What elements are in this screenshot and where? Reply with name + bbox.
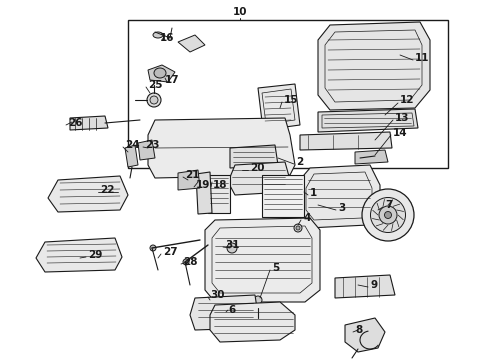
- Ellipse shape: [153, 32, 163, 38]
- Text: 2: 2: [296, 157, 303, 167]
- Text: 17: 17: [165, 75, 180, 85]
- Text: 14: 14: [393, 128, 408, 138]
- Text: 5: 5: [272, 263, 279, 273]
- Text: 21: 21: [185, 170, 199, 180]
- Polygon shape: [300, 132, 392, 150]
- Polygon shape: [228, 162, 290, 195]
- Text: 27: 27: [163, 247, 178, 257]
- Text: 6: 6: [228, 305, 235, 315]
- Ellipse shape: [183, 259, 189, 265]
- Ellipse shape: [370, 198, 406, 233]
- Text: 23: 23: [145, 140, 160, 150]
- Polygon shape: [355, 150, 388, 164]
- Text: 22: 22: [100, 185, 115, 195]
- Text: 13: 13: [395, 113, 410, 123]
- Ellipse shape: [154, 68, 166, 78]
- Ellipse shape: [296, 226, 300, 230]
- Text: 28: 28: [183, 257, 197, 267]
- Polygon shape: [318, 22, 430, 110]
- Polygon shape: [205, 218, 320, 302]
- Polygon shape: [210, 302, 295, 342]
- Polygon shape: [178, 170, 200, 190]
- Text: 31: 31: [225, 240, 240, 250]
- Ellipse shape: [147, 93, 161, 107]
- Polygon shape: [318, 109, 418, 132]
- Text: 16: 16: [160, 33, 174, 43]
- Bar: [128, 20, 448, 168]
- Text: 15: 15: [284, 95, 298, 105]
- Ellipse shape: [150, 96, 158, 104]
- Polygon shape: [125, 145, 138, 167]
- Text: 30: 30: [210, 290, 224, 300]
- Text: 11: 11: [415, 53, 430, 63]
- Ellipse shape: [379, 206, 397, 224]
- Text: 20: 20: [250, 163, 265, 173]
- Text: 9: 9: [370, 280, 377, 290]
- Ellipse shape: [150, 245, 156, 251]
- Ellipse shape: [254, 296, 262, 304]
- Polygon shape: [178, 35, 205, 52]
- Polygon shape: [138, 140, 155, 160]
- Polygon shape: [298, 165, 380, 228]
- Ellipse shape: [385, 211, 392, 219]
- Text: 25: 25: [148, 80, 163, 90]
- Text: 29: 29: [88, 250, 102, 260]
- Text: 24: 24: [125, 140, 140, 150]
- Text: 7: 7: [385, 200, 392, 210]
- Ellipse shape: [227, 243, 237, 253]
- Text: 1: 1: [310, 188, 317, 198]
- Ellipse shape: [362, 189, 414, 241]
- Text: 18: 18: [213, 180, 227, 190]
- Polygon shape: [258, 84, 300, 130]
- Polygon shape: [230, 145, 278, 168]
- Text: 10: 10: [233, 7, 247, 17]
- Polygon shape: [48, 176, 128, 212]
- Bar: [262, 175, 304, 217]
- Polygon shape: [345, 318, 385, 352]
- Text: 12: 12: [400, 95, 415, 105]
- Polygon shape: [190, 295, 258, 330]
- Text: 4: 4: [303, 213, 310, 223]
- Text: 26: 26: [68, 118, 82, 128]
- Polygon shape: [196, 172, 212, 214]
- Polygon shape: [70, 116, 108, 130]
- Bar: [208, 175, 230, 213]
- Ellipse shape: [294, 224, 302, 232]
- Polygon shape: [36, 238, 122, 272]
- Polygon shape: [148, 118, 295, 178]
- Polygon shape: [335, 275, 395, 298]
- Polygon shape: [148, 65, 175, 82]
- Text: 19: 19: [196, 180, 210, 190]
- Text: 8: 8: [355, 325, 362, 335]
- Text: 3: 3: [338, 203, 345, 213]
